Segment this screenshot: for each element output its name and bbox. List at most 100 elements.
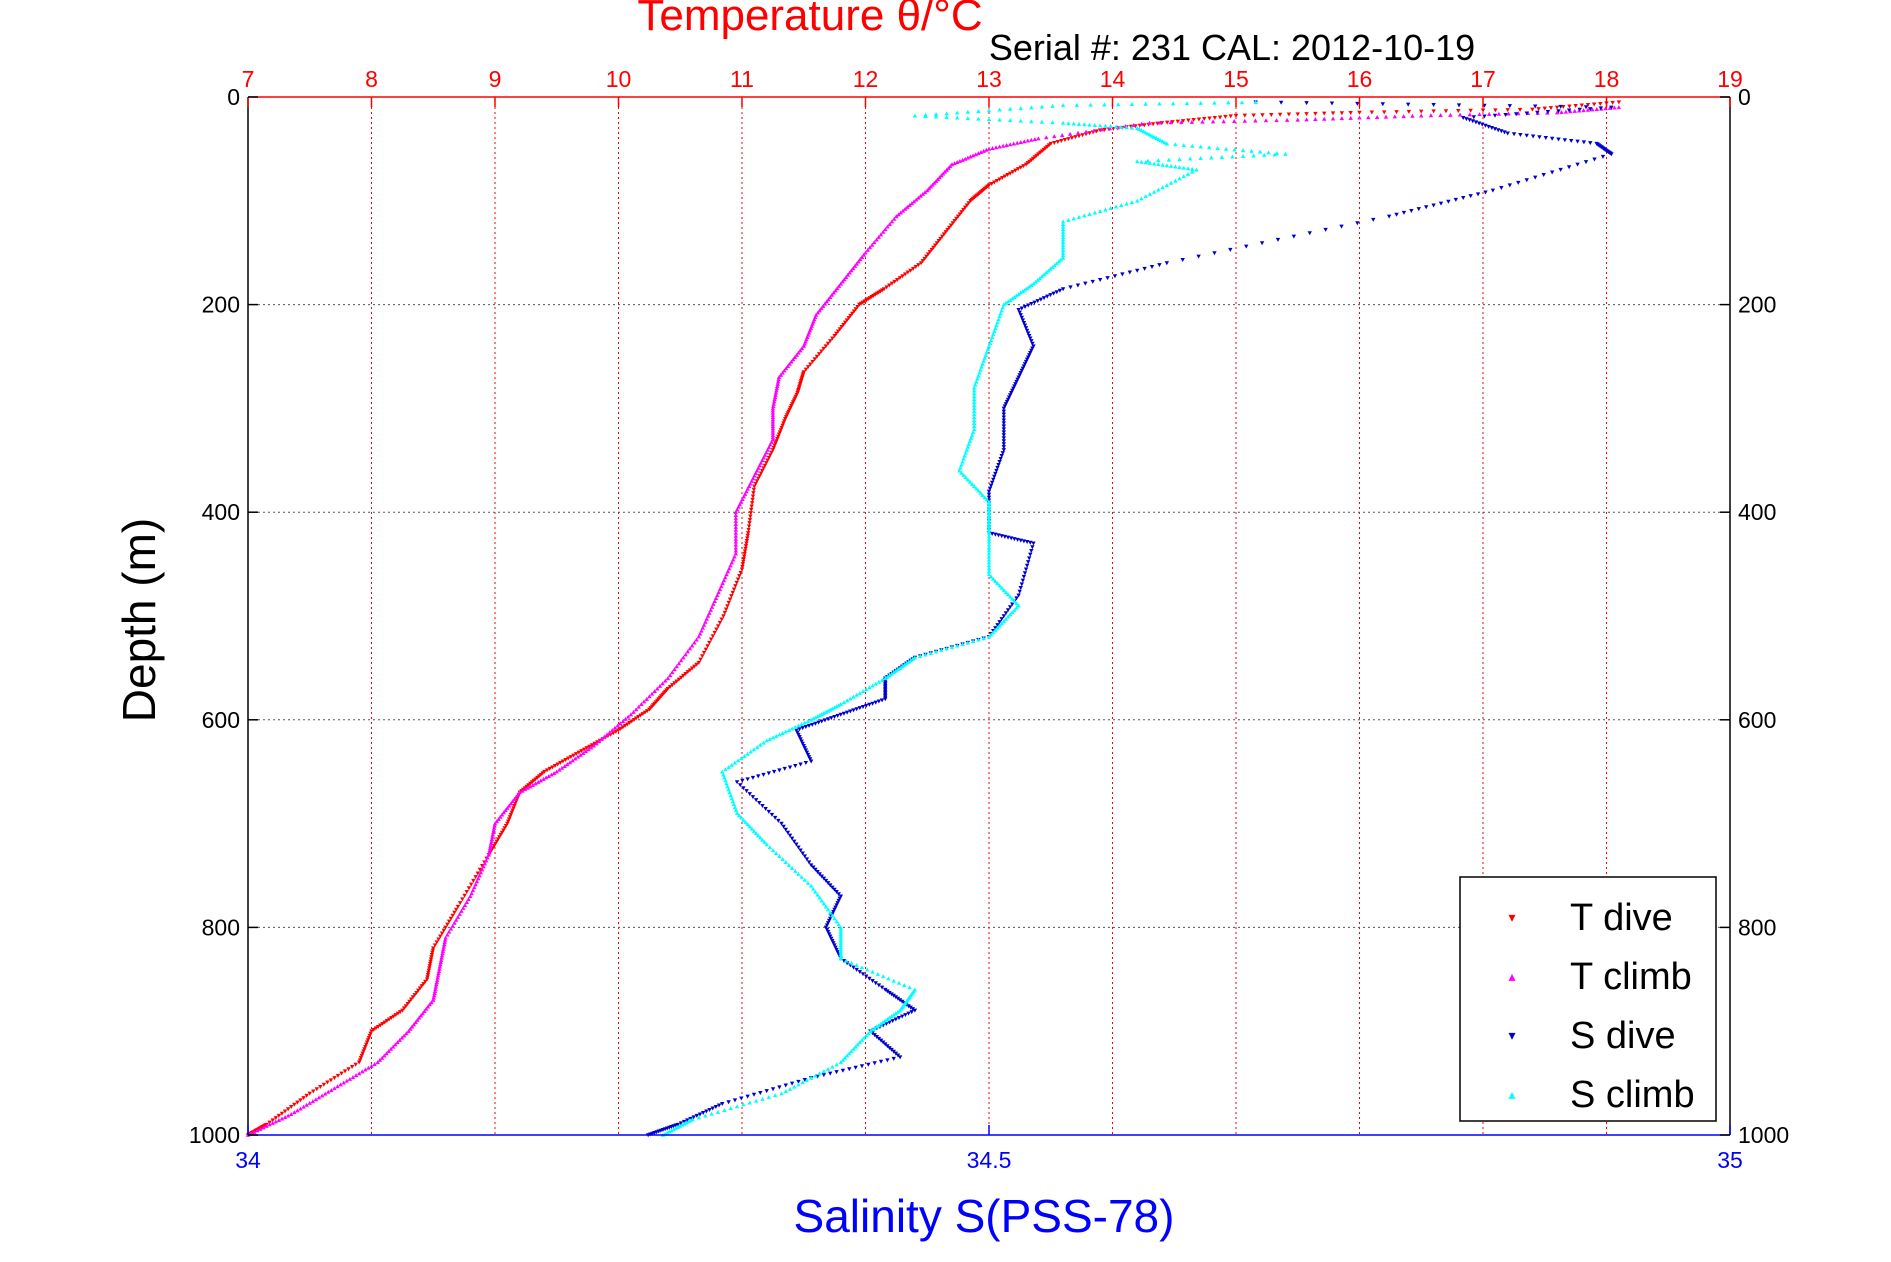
- data-point: [709, 604, 715, 609]
- data-point: [571, 753, 576, 758]
- data-point: [935, 177, 941, 182]
- data-point: [743, 546, 748, 551]
- data-point: [1102, 102, 1107, 107]
- data-point: [986, 536, 992, 541]
- data-point: [835, 713, 840, 718]
- data-point: [696, 634, 701, 639]
- data-point: [1142, 266, 1147, 271]
- data-point: [907, 203, 912, 208]
- data-point: [822, 301, 828, 306]
- data-point: [1024, 357, 1030, 362]
- data-point: [782, 766, 787, 771]
- data-point: [1083, 129, 1089, 134]
- data-point: [874, 237, 879, 242]
- data-point: [986, 515, 992, 520]
- data-point: [838, 712, 843, 717]
- data-point: [898, 210, 903, 215]
- data-point: [1160, 162, 1165, 167]
- data-point: [885, 1017, 890, 1022]
- data-point: [1074, 102, 1080, 107]
- data-point: [850, 266, 856, 271]
- data-point: [986, 545, 992, 550]
- data-point: [997, 583, 1002, 588]
- data-point: [1446, 199, 1451, 204]
- data-point: [800, 741, 805, 746]
- data-point: [1000, 305, 1005, 310]
- data-point: [1212, 100, 1217, 105]
- data-point: [974, 486, 979, 491]
- data-point: [732, 805, 738, 810]
- data-point: [692, 664, 697, 669]
- data-point: [916, 195, 921, 200]
- data-point: [993, 145, 999, 150]
- data-point: [1142, 123, 1147, 128]
- data-point: [876, 699, 882, 704]
- data-point: [448, 916, 454, 921]
- data-point: [792, 1084, 797, 1089]
- data-point: [339, 1071, 344, 1076]
- data-point: [1108, 124, 1113, 129]
- data-point: [944, 111, 949, 116]
- data-point: [310, 1099, 316, 1104]
- data-point: [902, 662, 907, 667]
- data-point: [732, 760, 738, 765]
- data-point: [1127, 270, 1132, 275]
- data-point: [970, 429, 976, 434]
- data-point: [1177, 165, 1182, 170]
- data-point: [1572, 108, 1577, 113]
- data-point: [1028, 350, 1033, 355]
- data-point: [778, 372, 784, 377]
- data-point: [978, 367, 983, 372]
- data-point: [984, 497, 990, 502]
- data-point: [588, 745, 594, 750]
- data-point: [1050, 103, 1055, 108]
- data-point: [573, 756, 578, 761]
- data-point: [509, 810, 514, 815]
- data-point: [1339, 111, 1345, 116]
- data-point: [846, 316, 851, 321]
- data-point: [1166, 157, 1172, 162]
- data-point: [1094, 129, 1099, 134]
- data-point: [884, 285, 889, 290]
- data-point: [1226, 100, 1231, 105]
- data-point: [986, 501, 992, 506]
- data-point: [1181, 142, 1186, 147]
- data-point: [1168, 180, 1174, 185]
- data-point: [696, 660, 701, 665]
- series-s-climb: [660, 99, 1288, 1137]
- data-point: [1394, 110, 1399, 115]
- data-point: [733, 542, 739, 547]
- data-point: [986, 572, 992, 577]
- data-point: [986, 557, 992, 562]
- data-point: [670, 683, 675, 688]
- data-point: [751, 1092, 757, 1097]
- data-point: [685, 649, 690, 654]
- legend-marker: ▾: [1508, 909, 1515, 925]
- data-point: [322, 1091, 328, 1096]
- data-point: [644, 709, 650, 714]
- data-point: [744, 489, 749, 494]
- data-point: [756, 476, 761, 481]
- data-point: [986, 530, 992, 535]
- data-point: [720, 581, 725, 586]
- data-point: [670, 670, 675, 675]
- data-point: [1007, 118, 1013, 123]
- data-point: [742, 549, 748, 554]
- data-point: [594, 741, 599, 746]
- data-point: [986, 504, 992, 509]
- data-point: [960, 641, 965, 646]
- data-point: [783, 416, 788, 421]
- data-point: [1145, 158, 1150, 163]
- data-point: [350, 1074, 356, 1079]
- data-point: [736, 813, 742, 818]
- data-point: [1536, 107, 1541, 112]
- data-point: [367, 1033, 372, 1038]
- data-point: [1524, 111, 1529, 116]
- data-point: [763, 806, 768, 811]
- data-point: [298, 1106, 303, 1111]
- data-point: [832, 333, 837, 338]
- data-point: [777, 768, 782, 773]
- data-point: [965, 155, 971, 160]
- data-point: [842, 1055, 848, 1060]
- data-point: [1032, 137, 1038, 142]
